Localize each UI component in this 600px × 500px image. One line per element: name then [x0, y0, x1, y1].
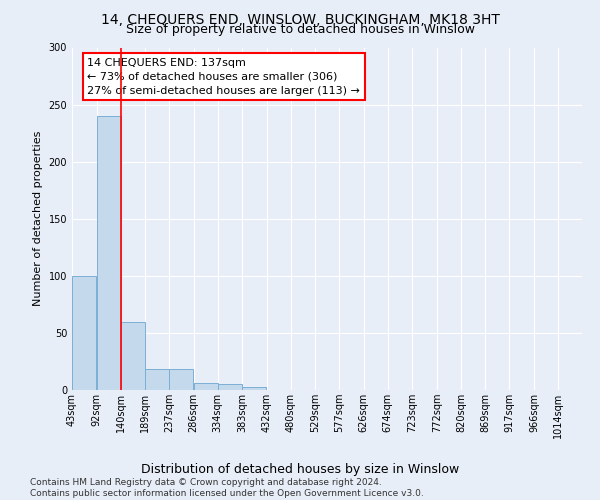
Bar: [169, 370, 193, 390]
Text: Distribution of detached houses by size in Winslow: Distribution of detached houses by size …: [141, 462, 459, 475]
Text: Size of property relative to detached houses in Winslow: Size of property relative to detached ho…: [125, 22, 475, 36]
Text: 14, CHEQUERS END, WINSLOW, BUCKINGHAM, MK18 3HT: 14, CHEQUERS END, WINSLOW, BUCKINGHAM, M…: [101, 12, 499, 26]
Bar: [72, 276, 96, 390]
Bar: [145, 370, 169, 390]
Bar: [121, 322, 145, 390]
Bar: [218, 384, 242, 390]
Text: 14 CHEQUERS END: 137sqm
← 73% of detached houses are smaller (306)
27% of semi-d: 14 CHEQUERS END: 137sqm ← 73% of detache…: [88, 58, 360, 96]
Y-axis label: Number of detached properties: Number of detached properties: [33, 131, 43, 306]
Bar: [242, 386, 266, 390]
Bar: [97, 116, 121, 390]
Bar: [194, 383, 218, 390]
Text: Contains HM Land Registry data © Crown copyright and database right 2024.
Contai: Contains HM Land Registry data © Crown c…: [30, 478, 424, 498]
